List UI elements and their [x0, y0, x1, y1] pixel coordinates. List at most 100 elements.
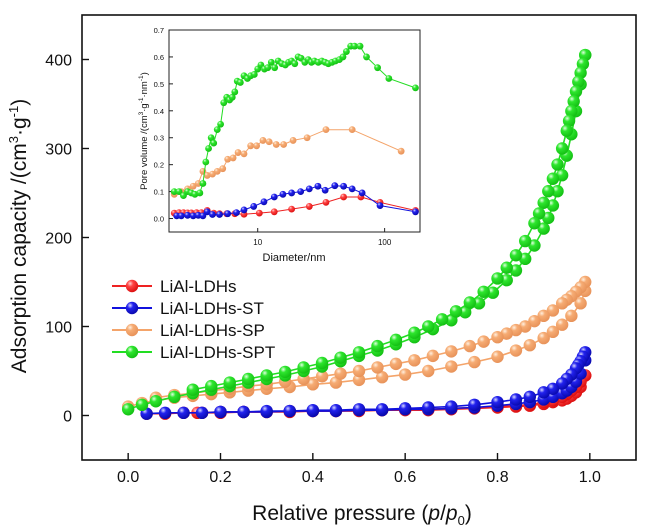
main-x-tick-label: 1.0	[579, 469, 601, 486]
main-y-axis: 0 100 200 300 400	[45, 53, 89, 426]
desorption-point	[329, 403, 343, 417]
desorption-point	[445, 400, 458, 413]
desorption-point	[315, 356, 329, 370]
inset-point	[189, 182, 197, 190]
inset-x-axis-title: Diameter/nm	[263, 252, 326, 264]
main-x-tick-label: 0.4	[302, 469, 324, 486]
adsorption-point	[149, 395, 163, 408]
inset-y-tick-label: 0.5	[154, 80, 164, 89]
desorption-point	[463, 339, 476, 353]
inset-y-axis: 0.0 0.1 0.2 0.3 0.4 0.5 0.6 0.7	[154, 26, 173, 224]
inset-point	[259, 137, 267, 144]
inset-x-tick-label: 10	[253, 238, 262, 247]
desorption-point	[426, 349, 440, 363]
desorption-point	[389, 333, 403, 347]
desorption-point	[491, 272, 504, 285]
inset-point	[412, 84, 419, 92]
inset-point	[229, 154, 237, 162]
series-lial-ldhs-spt	[121, 48, 592, 416]
adsorption-point	[565, 309, 578, 323]
inset-point	[247, 142, 255, 150]
adsorption-point	[555, 318, 569, 331]
inset-point	[339, 53, 347, 61]
inset-point	[224, 155, 232, 163]
desorption-point	[555, 142, 569, 155]
adsorption-point	[546, 325, 560, 339]
inset-point	[213, 168, 221, 175]
main-y-tick-label: 100	[45, 320, 72, 337]
inset-point	[228, 93, 236, 101]
inset-point	[199, 212, 207, 220]
desorption-point	[278, 365, 292, 379]
inset-point	[219, 165, 227, 173]
inset-point	[184, 211, 191, 219]
inset-y-sup3: 3	[138, 111, 145, 115]
adsorption-point	[458, 306, 472, 319]
desorption-point	[509, 249, 523, 262]
desorption-point	[352, 403, 366, 416]
desorption-point	[519, 234, 532, 248]
desorption-point	[491, 395, 504, 409]
main-x-axis: 0.0 0.2 0.4 0.6 0.8 1.0	[117, 453, 601, 486]
desorption-point	[523, 390, 537, 404]
legend-label: LiAl-LDHs	[160, 277, 237, 296]
x-title-close: )	[465, 502, 472, 525]
desorption-point	[186, 383, 199, 396]
desorption-point	[546, 304, 560, 317]
inset-point	[376, 202, 384, 210]
inset-point	[288, 189, 296, 197]
adsorption-point	[445, 360, 458, 373]
inset-y-tick-label: 0.2	[154, 161, 164, 170]
inset-point	[199, 180, 207, 187]
desorption-point	[334, 367, 347, 380]
desorption-point	[435, 313, 449, 326]
inset-point	[236, 79, 244, 86]
desorption-point	[214, 405, 227, 419]
main-x-tick-label: 0.6	[394, 469, 416, 486]
desorption-point	[223, 376, 236, 389]
inset-point	[189, 212, 197, 220]
legend-marker	[125, 345, 139, 359]
series-lial-ldhs-st	[140, 346, 592, 420]
y-title-close: )	[8, 99, 31, 106]
main-y-tick-label: 400	[45, 53, 72, 70]
inset-point	[210, 139, 218, 147]
adsorption-point	[398, 368, 412, 381]
y-title-sup-1: -1	[6, 106, 21, 118]
desorption-point	[555, 297, 569, 310]
inset-point	[385, 75, 393, 82]
inset-point	[205, 145, 212, 152]
inset-point	[260, 198, 268, 206]
desorption-point	[572, 75, 585, 88]
inset-point	[363, 53, 370, 61]
inset-point	[240, 150, 248, 158]
inset-y-tick-label: 0.1	[154, 188, 164, 197]
inset-point	[170, 188, 178, 196]
desorption-point	[528, 314, 541, 328]
desorption-point	[477, 285, 490, 298]
adsorption-point	[500, 274, 513, 287]
adsorption-point	[135, 398, 149, 412]
desorption-point	[468, 398, 481, 412]
main-x-tick-label: 0.0	[117, 469, 139, 486]
adsorption-point	[468, 355, 481, 369]
inset-series-lial-ldhs-st	[173, 182, 419, 220]
inset-y-close: )	[139, 72, 150, 75]
desorption-point	[528, 217, 541, 230]
desorption-point	[408, 354, 421, 367]
inset-point	[289, 137, 297, 144]
desorption-point	[537, 386, 550, 399]
x-title-p: p	[427, 502, 440, 525]
desorption-point	[500, 261, 513, 274]
inset-point	[291, 60, 299, 68]
inset-point	[340, 182, 347, 190]
legend-marker	[125, 279, 139, 293]
adsorption-point	[352, 373, 366, 387]
desorption-point	[398, 402, 412, 415]
inset-point	[288, 205, 296, 213]
main-y-tick-label: 300	[45, 142, 72, 159]
inset-point	[264, 64, 272, 72]
desorption-point	[283, 404, 296, 418]
desorption-point	[555, 377, 569, 390]
adsorption-point	[523, 338, 537, 352]
